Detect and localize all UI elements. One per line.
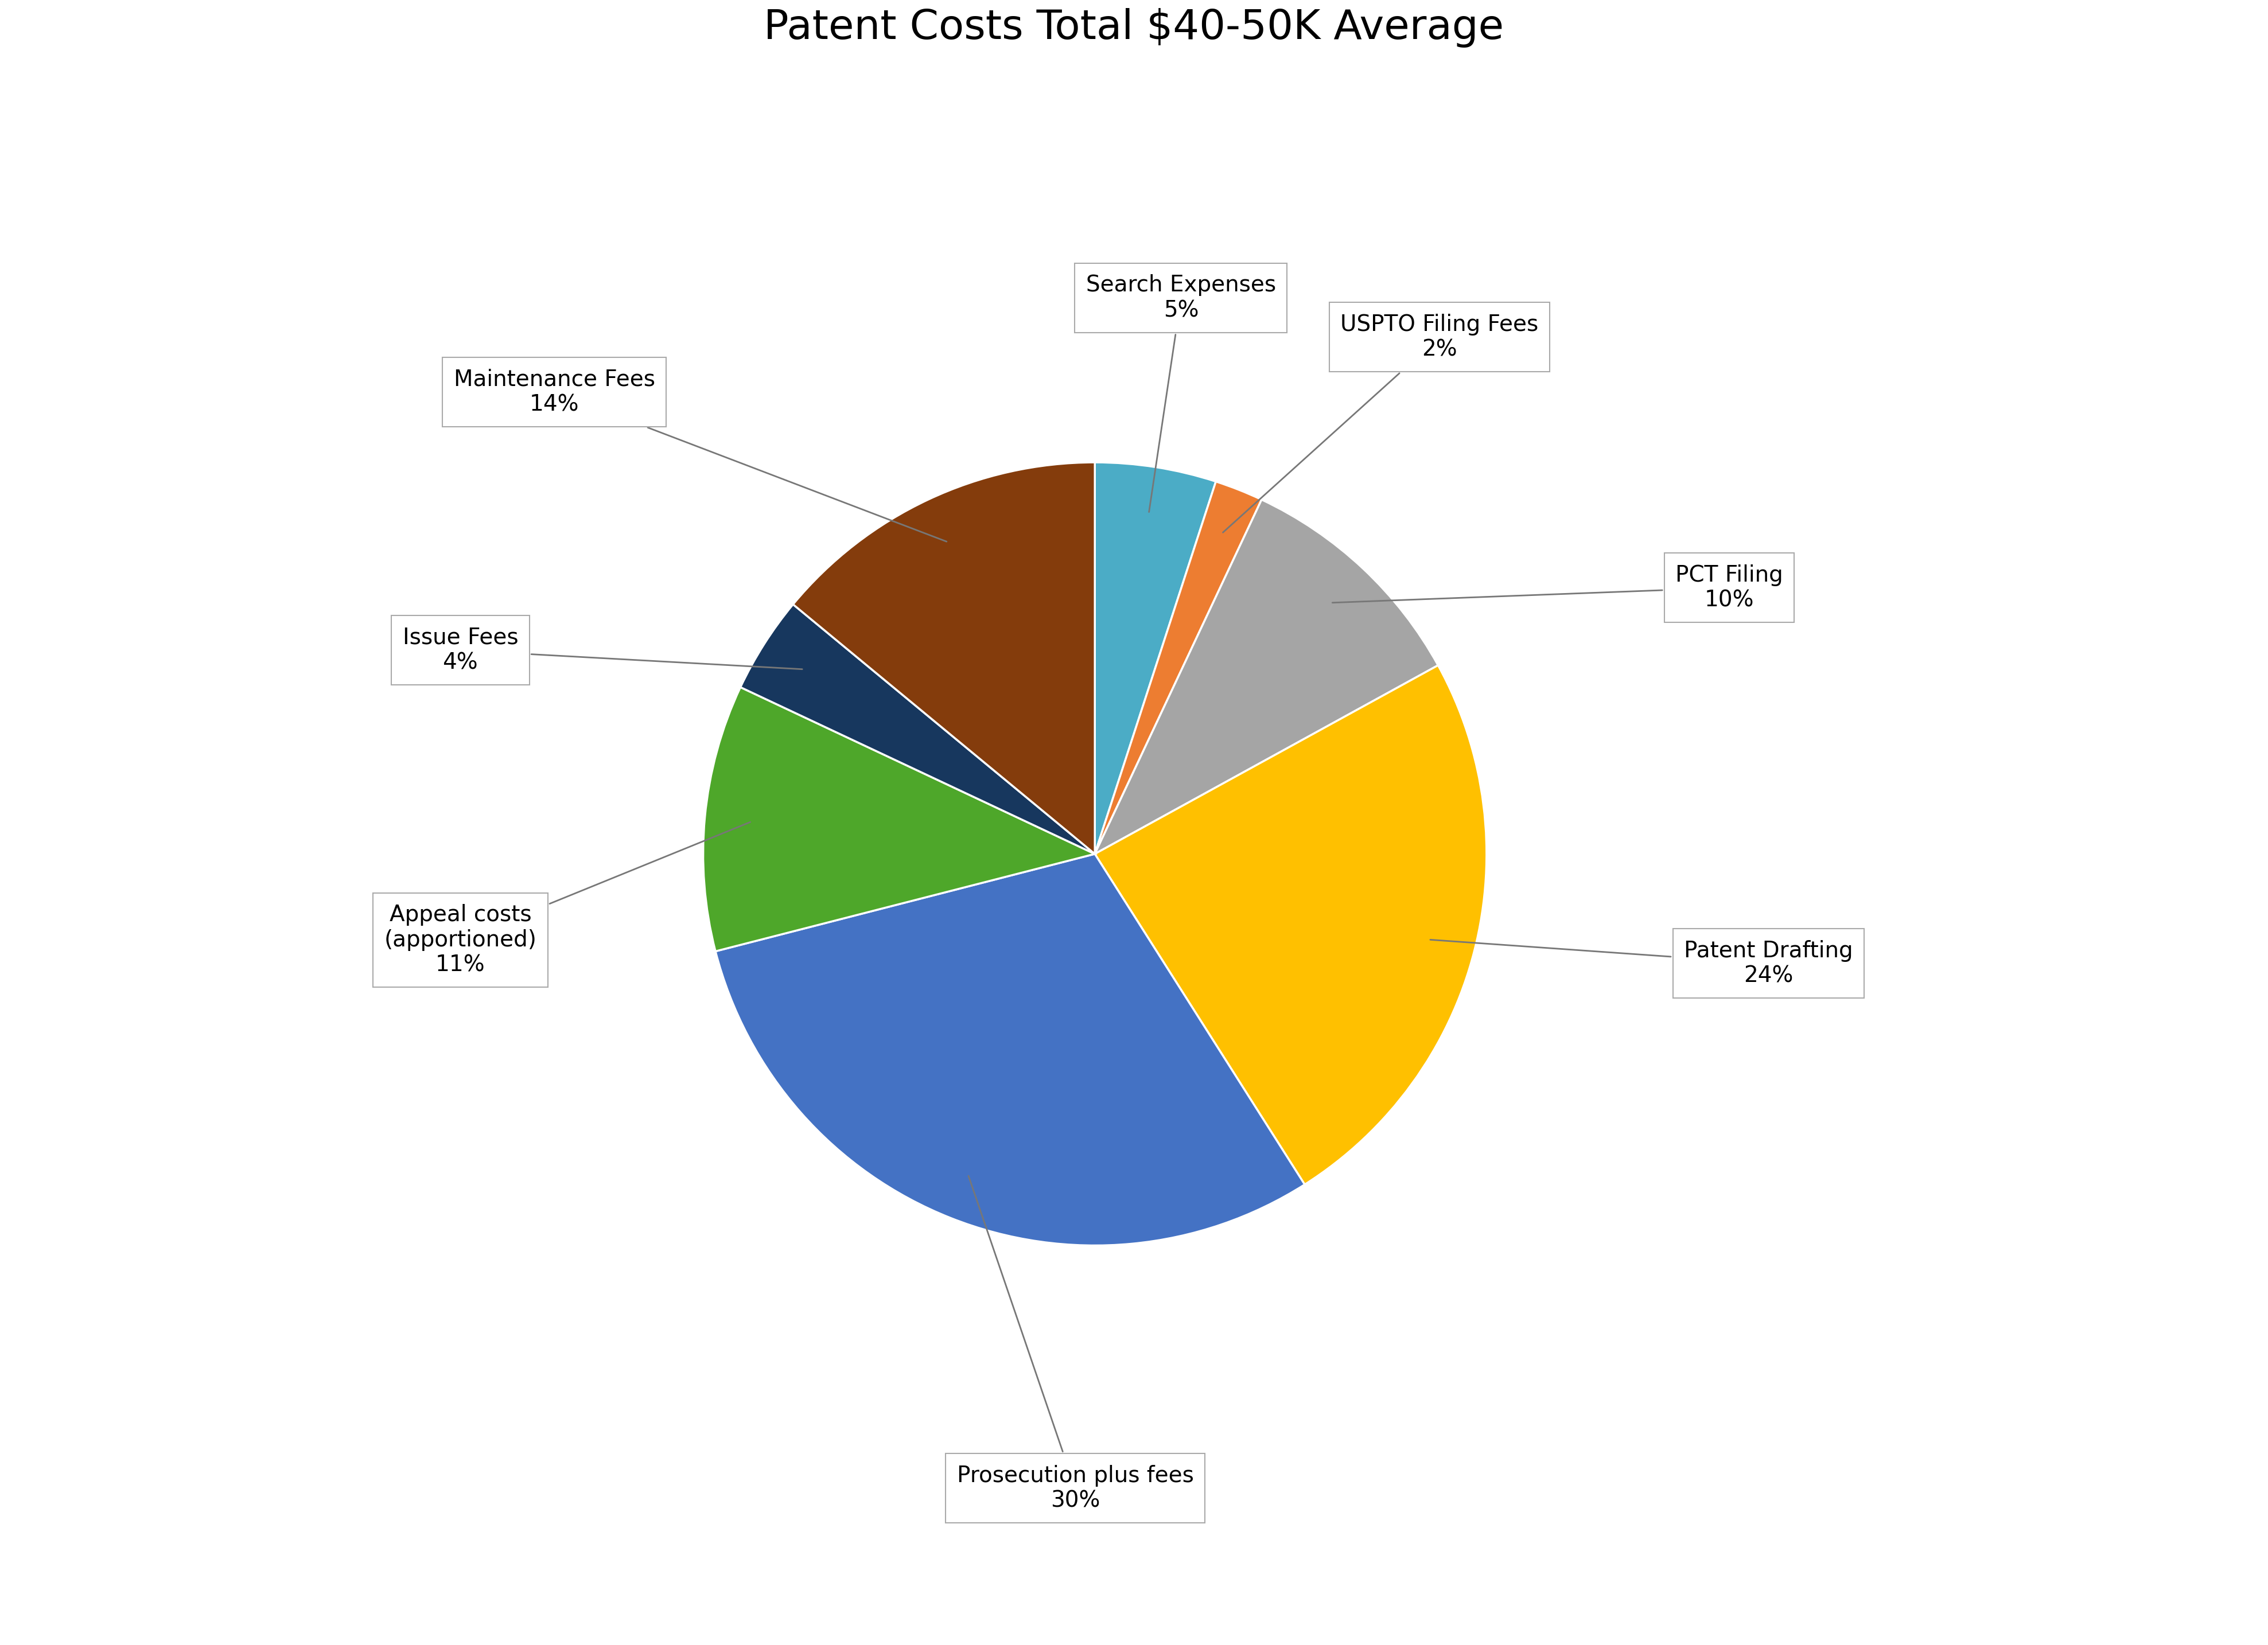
Wedge shape — [714, 854, 1304, 1245]
Wedge shape — [1095, 462, 1216, 854]
Text: Appeal costs
(apportioned)
11%: Appeal costs (apportioned) 11% — [383, 822, 751, 975]
Text: Issue Fees
4%: Issue Fees 4% — [401, 627, 803, 674]
Wedge shape — [1095, 500, 1438, 854]
Text: Search Expenses
5%: Search Expenses 5% — [1086, 275, 1277, 512]
Text: Maintenance Fees
14%: Maintenance Fees 14% — [454, 368, 946, 541]
Text: PCT Filing
10%: PCT Filing 10% — [1331, 564, 1783, 612]
Text: Patent Drafting
24%: Patent Drafting 24% — [1431, 939, 1853, 987]
Text: Prosecution plus fees
30%: Prosecution plus fees 30% — [957, 1176, 1193, 1512]
Title: Patent Costs Total $40-50K Average: Patent Costs Total $40-50K Average — [764, 8, 1504, 48]
Wedge shape — [1095, 665, 1486, 1184]
Wedge shape — [703, 688, 1095, 951]
Wedge shape — [794, 462, 1095, 854]
Text: USPTO Filing Fees
2%: USPTO Filing Fees 2% — [1222, 314, 1538, 533]
Wedge shape — [1095, 482, 1261, 854]
Wedge shape — [739, 604, 1095, 854]
